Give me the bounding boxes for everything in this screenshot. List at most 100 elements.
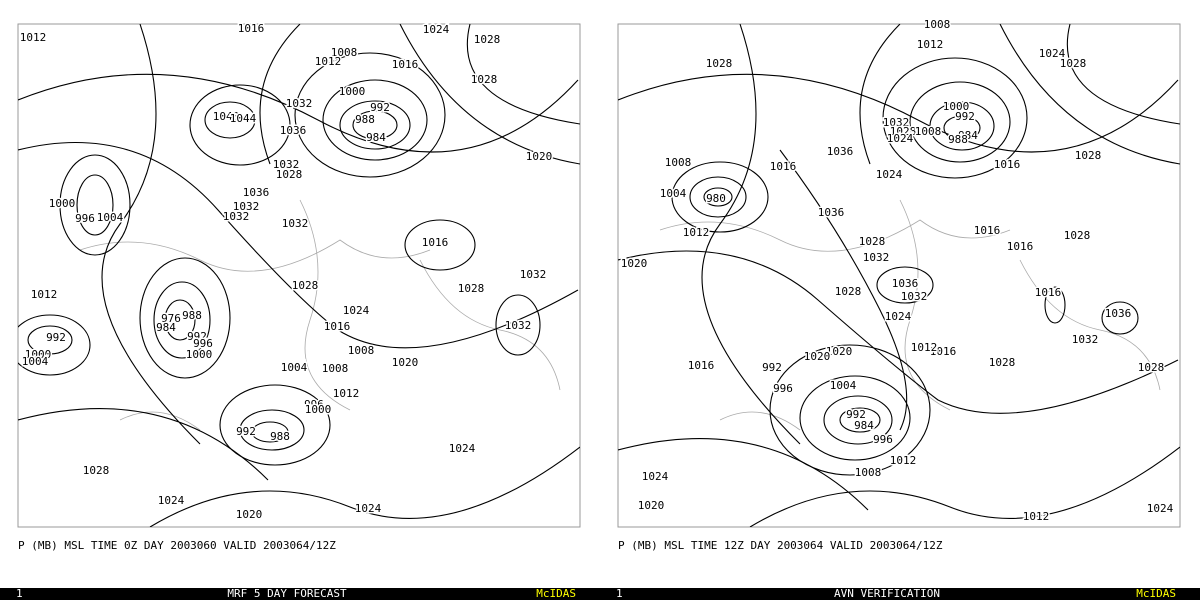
isobar-label: 1024	[158, 494, 185, 507]
isobar-label: 1040	[213, 110, 240, 123]
isobar-label: 1020	[638, 499, 665, 512]
isobar-label: 1012	[911, 341, 938, 354]
isobar-label: 1028	[835, 285, 862, 298]
isobar-label: 1024	[343, 304, 370, 317]
isobar-label: 1016	[422, 236, 449, 249]
map-frame	[17, 23, 581, 528]
isobar-label: 992	[955, 110, 975, 123]
isobar-label: 1032	[520, 268, 547, 281]
isobar-label: 992	[370, 101, 390, 114]
isobar-label: 1008	[331, 46, 358, 59]
isobar-label: 1012	[315, 55, 342, 68]
isobar-label: 1016	[1035, 286, 1062, 299]
isobar-label: 1032	[282, 217, 309, 230]
isobar-label: 1020	[236, 508, 263, 521]
isobar-label: 1008	[924, 18, 951, 31]
isobar-label: 1016	[994, 158, 1021, 171]
isobar-label: 988	[182, 309, 202, 322]
isobars	[618, 24, 1180, 527]
isobar-label: 1036	[827, 145, 854, 158]
isobar-label: 1028	[859, 235, 886, 248]
map-caption: P (MB) MSL TIME 0Z DAY 2003060 VALID 200…	[18, 539, 336, 552]
isobar-label: 1032	[1072, 333, 1099, 346]
isobar-label: 1024	[885, 310, 912, 323]
isobar-label: 1028	[706, 57, 733, 70]
isobar-label: 1036	[892, 277, 919, 290]
panel-title: MRF 5 DAY FORECAST	[227, 587, 347, 600]
isobar-label: 1016	[1007, 240, 1034, 253]
isobar-label: 1032	[223, 210, 250, 223]
isobar-label: 1028	[1138, 361, 1165, 374]
isobar-label: 1032	[901, 290, 928, 303]
isobar-label: 1004	[830, 379, 857, 392]
isobar-label: 1032	[505, 319, 532, 332]
isobar-label: 996	[773, 382, 793, 395]
isobar-label: 984	[366, 131, 386, 144]
isobar-label: 1012	[20, 31, 47, 44]
isobar-label: 1024	[449, 442, 476, 455]
isobar-label: 1028	[458, 282, 485, 295]
isobar-label: 992	[846, 408, 866, 421]
isobar-label: 1016	[930, 345, 957, 358]
frame-number: 1	[616, 587, 623, 600]
isobar-label: 996	[873, 433, 893, 446]
isobar-label: 1032	[863, 251, 890, 264]
isobar-label: 1032	[286, 97, 313, 110]
isobar-label: 1028	[292, 279, 319, 292]
isobar-label: 1008	[665, 156, 692, 169]
isobar-label: 1036	[1105, 307, 1132, 320]
isobar-label: 988	[948, 133, 968, 146]
isobar-label: 1008	[322, 362, 349, 375]
isobar-label: 1008	[915, 125, 942, 138]
isobar-label: 1000	[186, 348, 213, 361]
isobar-label: 1008	[348, 344, 375, 357]
isobar-label: 1020	[804, 350, 831, 363]
isobar-label: 1028	[474, 33, 501, 46]
isobar-label: 1028	[471, 73, 498, 86]
isobar-label: 1016	[688, 359, 715, 372]
isobar-label: 1028	[276, 168, 303, 181]
isobars	[18, 24, 580, 527]
isobar-label: 1012	[31, 288, 58, 301]
isobar-label: 1016	[974, 224, 1001, 237]
isobar-label: 992	[187, 330, 207, 343]
isobar-label: 984	[958, 129, 978, 142]
isobar-label: 1000	[943, 100, 970, 113]
isobar-label: 1036	[243, 186, 270, 199]
isobar-label: 1032	[883, 116, 910, 129]
isobar-label: 1004	[22, 355, 49, 368]
isobar-label: 1000	[49, 197, 76, 210]
isobar-label: 1020	[826, 345, 853, 358]
brand: McIDAS	[536, 587, 576, 600]
isobar-label: 1020	[621, 257, 648, 270]
isobar-label: 996	[304, 398, 324, 411]
isobar-label: 1028	[83, 464, 110, 477]
isobar-label: 1008	[855, 466, 882, 479]
isobar-label: 1016	[238, 22, 265, 35]
isobar-label: 1024	[887, 132, 914, 145]
isobar-label: 1028	[1064, 229, 1091, 242]
isobar-label: 1012	[683, 226, 710, 239]
isobar-label: 1016	[324, 320, 351, 333]
isobar-label: 1000	[305, 403, 332, 416]
status-bar	[0, 588, 1200, 600]
isobar-label: 988	[270, 430, 290, 443]
isobar-label: 1000	[339, 85, 366, 98]
isobar-label: 1032	[273, 158, 300, 171]
panel-title: AVN VERIFICATION	[834, 587, 940, 600]
brand: McIDAS	[1136, 587, 1176, 600]
isobar-label: 988	[355, 113, 375, 126]
isobar-label: 1028	[1075, 149, 1102, 162]
isobar-label: 1028	[1060, 57, 1087, 70]
isobar-label: 1004	[97, 211, 124, 224]
isobar-label: 1012	[890, 454, 917, 467]
isobar-label: 992	[236, 425, 256, 438]
isobar-label: 980	[706, 192, 726, 205]
isobar-label: 996	[75, 212, 95, 225]
isobar-label: 1044	[230, 112, 257, 125]
isobar-label: 1024	[642, 470, 669, 483]
isobar-label: 992	[46, 331, 66, 344]
isobar-label: 1024	[423, 23, 450, 36]
isobar-label: 1024	[1039, 47, 1066, 60]
